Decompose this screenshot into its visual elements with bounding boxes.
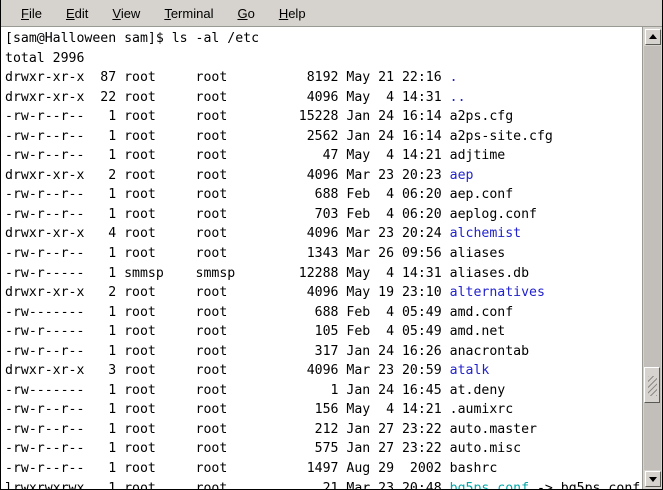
listing-meta: drwxr-xr-x 22 root root 4096 May 4 14:31 [5, 89, 450, 105]
listing-meta: -rw-r----- 1 smmsp smmsp 12288 May 4 14:… [5, 265, 450, 281]
listing-filename: anacrontab [449, 343, 530, 359]
listing-meta: -rw-r--r-- 1 root root 156 May 4 14:21 [5, 402, 450, 418]
listing-filename: .. [449, 89, 466, 105]
listing-meta: -rw------- 1 root root 688 Feb 4 05:49 [5, 304, 450, 320]
listing-row: drwxr-xr-x 2 root root 4096 May 19 23:10… [5, 283, 642, 303]
listing-row: -rw-r--r-- 1 root root 156 May 4 14:21 .… [5, 400, 642, 420]
listing-filename: . [449, 70, 458, 86]
terminal-body: [sam@Halloween sam]$ ls -al /etc total 29… [1, 27, 662, 489]
listing-meta: -rw-r--r-- 1 root root 15228 Jan 24 16:1… [5, 109, 450, 125]
symlink-arrow: -> [529, 480, 561, 489]
listing-filename: aep [449, 167, 474, 183]
listing-row: drwxr-xr-x 3 root root 4096 Mar 23 20:59… [5, 361, 642, 381]
listing-meta: -rw-r----- 1 root root 105 Feb 4 05:49 [5, 324, 450, 340]
listing-filename: alternatives [449, 285, 545, 301]
menu-mnemonic: T [164, 5, 171, 21]
listing-meta: -rw-r--r-- 1 root root 575 Jan 27 23:22 [5, 441, 450, 457]
listing-filename: aliases [449, 246, 506, 262]
listing-row: lrwxrwxrwx 1 root root 21 Mar 23 20:48 b… [5, 479, 642, 489]
menu-mnemonic: G [237, 5, 248, 21]
listing-filename: auto.misc [449, 441, 522, 457]
listing-row: -rw-r--r-- 1 root root 2562 Jan 24 16:14… [5, 127, 642, 147]
listing-meta: -rw-r--r-- 1 root root 317 Jan 24 16:26 [5, 343, 450, 359]
menu-item-help[interactable]: Help [278, 5, 306, 21]
listing-meta: -rw-r--r-- 1 root root 703 Feb 4 06:20 [5, 206, 450, 222]
listing-meta: drwxr-xr-x 2 root root 4096 May 19 23:10 [5, 285, 450, 301]
grip-icon [648, 376, 657, 396]
listing-filename: amd.conf [449, 304, 514, 320]
listing-meta: -rw------- 1 root root 1 Jan 24 16:45 [5, 382, 450, 398]
total-line: total 2996 [5, 50, 85, 66]
menu-item-file[interactable]: File [21, 5, 42, 21]
menu-item-terminal[interactable]: Terminal [164, 5, 214, 21]
symlink-target: bg5ps.conf [560, 480, 641, 489]
scrollbar-thumb[interactable] [644, 367, 660, 403]
listing-filename: amd.net [449, 324, 506, 340]
listing-meta: -rw-r--r-- 1 root root 212 Jan 27 23:22 [5, 421, 450, 437]
listing-row: -rw-r--r-- 1 root root 575 Jan 27 23:22 … [5, 439, 642, 459]
listing-row: drwxr-xr-x 4 root root 4096 Mar 23 20:24… [5, 224, 642, 244]
triangle-down-icon [649, 477, 657, 482]
listing-row: drwxr-xr-x 2 root root 4096 Mar 23 20:23… [5, 166, 642, 186]
listing-meta: -rw-r--r-- 1 root root 47 May 4 14:21 [5, 148, 450, 164]
listing-row: -rw-r----- 1 smmsp smmsp 12288 May 4 14:… [5, 264, 642, 284]
scroll-up-arrow-icon[interactable] [645, 29, 661, 45]
listing-meta: lrwxrwxrwx 1 root root 21 Mar 23 20:48 [5, 480, 450, 489]
listing-filename: atalk [449, 363, 490, 379]
vertical-scrollbar[interactable] [642, 27, 662, 489]
listing-row: -rw-r----- 1 root root 105 Feb 4 05:49 a… [5, 322, 642, 342]
listing-row: -rw-r--r-- 1 root root 1343 Mar 26 09:56… [5, 244, 642, 264]
menu-item-edit[interactable]: Edit [65, 5, 89, 21]
menu-mnemonic: F [21, 5, 29, 21]
listing-filename: at.deny [449, 382, 506, 398]
listing-filename: a2ps-site.cfg [449, 128, 553, 144]
menu-mnemonic: V [112, 5, 121, 21]
listing-row: -rw-r--r-- 1 root root 703 Feb 4 06:20 a… [5, 205, 642, 225]
menu-mnemonic: E [65, 5, 75, 21]
listing-meta: drwxr-xr-x 2 root root 4096 Mar 23 20:23 [5, 167, 450, 183]
terminal-screen[interactable]: [sam@Halloween sam]$ ls -al /etc total 29… [1, 27, 642, 489]
listing-filename: aep.conf [449, 187, 514, 203]
listing-row: -rw-r--r-- 1 root root 47 May 4 14:21 ad… [5, 146, 642, 166]
listing-meta: -rw-r--r-- 1 root root 1497 Aug 29 2002 [5, 461, 450, 477]
listing-meta: drwxr-xr-x 4 root root 4096 Mar 23 20:24 [5, 226, 450, 242]
menu-item-view[interactable]: View [112, 5, 141, 21]
listing-meta: -rw-r--r-- 1 root root 1343 Mar 26 09:56 [5, 246, 450, 262]
listing-meta: -rw-r--r-- 1 root root 2562 Jan 24 16:14 [5, 128, 450, 144]
listing-filename: aeplog.conf [449, 206, 537, 222]
listing-row: drwxr-xr-x 87 root root 8192 May 21 22:1… [5, 68, 642, 88]
listing-row: -rw-r--r-- 1 root root 317 Jan 24 16:26 … [5, 342, 642, 362]
listing-row: -rw-r--r-- 1 root root 212 Jan 27 23:22 … [5, 420, 642, 440]
listing-filename: a2ps.cfg [449, 109, 514, 125]
listing-filename: adjtime [449, 148, 506, 164]
menu-bar: File Edit View Terminal Go Help [1, 0, 662, 27]
prompt-line: [sam@Halloween sam]$ ls -al /etc [5, 31, 260, 46]
triangle-up-icon [649, 34, 657, 39]
scroll-down-arrow-icon[interactable] [645, 471, 661, 487]
listing-row: -rw------- 1 root root 688 Feb 4 05:49 a… [5, 303, 642, 323]
listing-row: -rw-r--r-- 1 root root 1497 Aug 29 2002 … [5, 459, 642, 479]
listing-filename: bg5ps.conf [449, 480, 530, 489]
menu-mnemonic: H [278, 5, 289, 21]
listing-row: -rw-r--r-- 1 root root 688 Feb 4 06:20 a… [5, 185, 642, 205]
listing-meta: drwxr-xr-x 3 root root 4096 Mar 23 20:59 [5, 363, 450, 379]
listing-filename: bashrc [449, 461, 498, 477]
listing-filename: alchemist [449, 226, 522, 242]
listing-meta: -rw-r--r-- 1 root root 688 Feb 4 06:20 [5, 187, 450, 203]
listing-row: -rw-r--r-- 1 root root 15228 Jan 24 16:1… [5, 107, 642, 127]
listing-row: -rw------- 1 root root 1 Jan 24 16:45 at… [5, 381, 642, 401]
scrollbar-track[interactable] [644, 46, 661, 470]
listing-filename: .aumixrc [449, 402, 514, 418]
menu-item-go[interactable]: Go [237, 5, 255, 21]
listing-meta: drwxr-xr-x 87 root root 8192 May 21 22:1… [5, 70, 450, 86]
listing-row: drwxr-xr-x 22 root root 4096 May 4 14:31… [5, 88, 642, 108]
listing-filename: auto.master [449, 421, 537, 437]
listing-filename: aliases.db [449, 265, 530, 281]
